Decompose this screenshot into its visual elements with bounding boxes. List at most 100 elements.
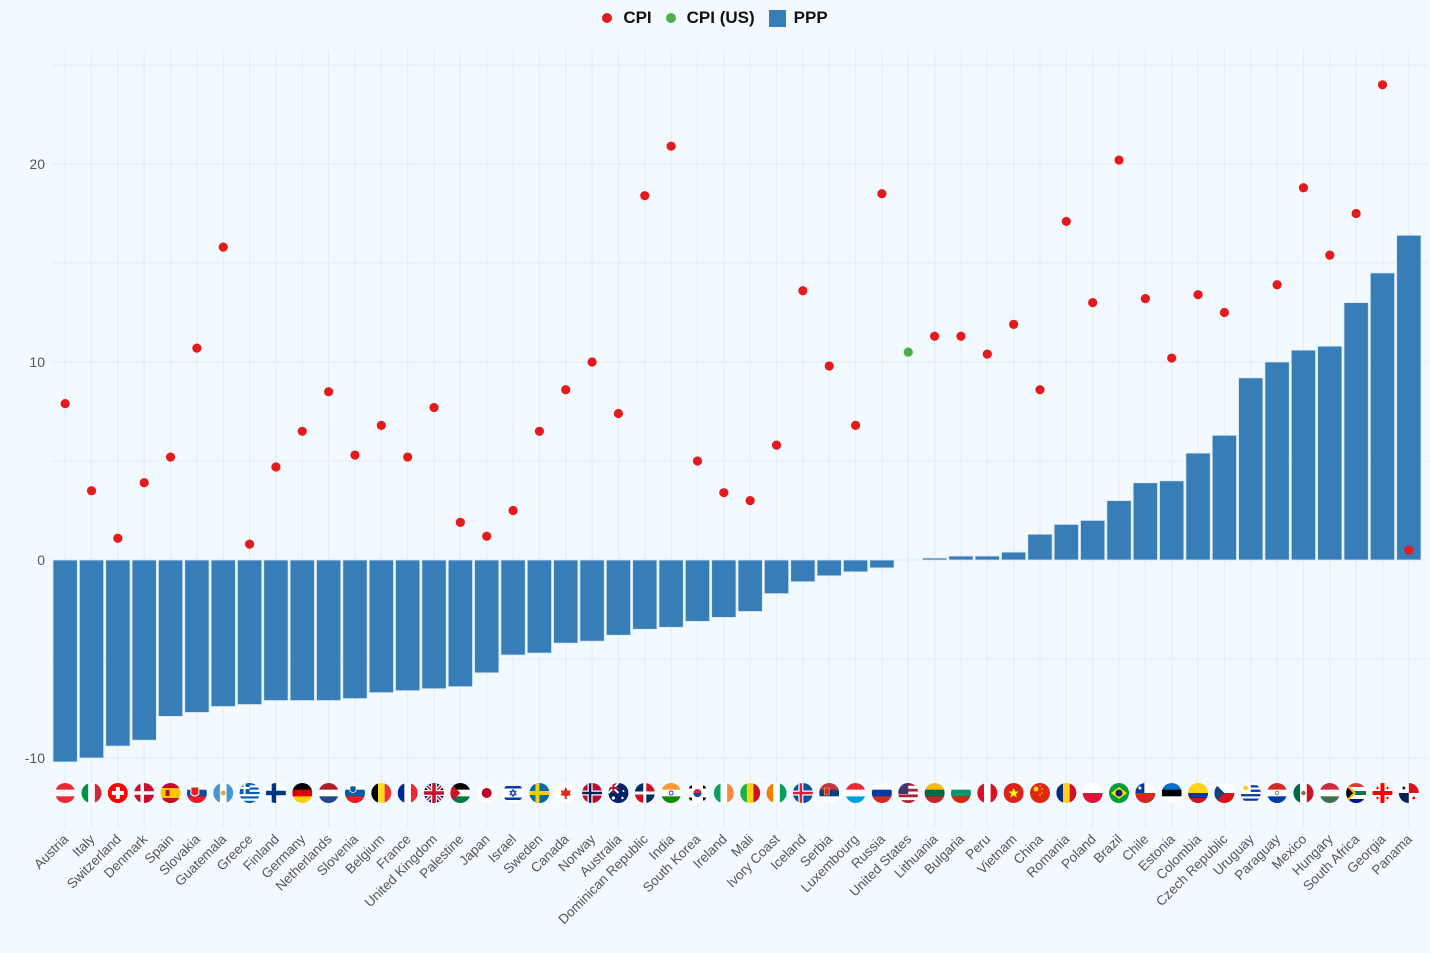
ppp-bar-germany[interactable] <box>289 559 315 701</box>
ppp-bar-panama[interactable] <box>1396 234 1422 561</box>
cpi-point-estonia[interactable] <box>1167 353 1177 363</box>
cpi-point-brazil[interactable] <box>1114 155 1124 165</box>
legend-item-ppp[interactable]: PPP <box>768 8 828 28</box>
ppp-bar-france[interactable] <box>395 559 421 692</box>
cpi-point-greece[interactable] <box>244 539 255 549</box>
cpi-point-china[interactable] <box>1035 385 1045 395</box>
ppp-bar-italy[interactable] <box>78 559 105 759</box>
ppp-bar-vietnam[interactable] <box>1001 551 1027 561</box>
ppp-bar-canada[interactable] <box>553 559 579 644</box>
cpi-point-slovenia[interactable] <box>350 450 360 460</box>
ppp-bar-guatemala[interactable] <box>210 559 236 707</box>
cpi-point-germany[interactable] <box>297 426 307 436</box>
cpi-point-romania[interactable] <box>1061 216 1071 227</box>
ppp-bar-luxembourg[interactable] <box>842 559 869 573</box>
ppp-bar-poland[interactable] <box>1080 520 1106 561</box>
cpi-point-mexico[interactable] <box>1298 183 1309 193</box>
ppp-bar-ireland[interactable] <box>711 559 737 618</box>
cpi-point-norway[interactable] <box>587 357 597 367</box>
cpi-point-sweden[interactable] <box>534 426 545 436</box>
cpi-point-serbia[interactable] <box>824 361 834 371</box>
ppp-bar-paraguay[interactable] <box>1264 361 1290 561</box>
ppp-bar-colombia[interactable] <box>1185 452 1211 561</box>
ppp-bar-switzerland[interactable] <box>105 559 131 747</box>
cpi-point-paraguay[interactable] <box>1272 280 1282 290</box>
cpi-point-chile[interactable] <box>1140 294 1150 304</box>
cpi-point-switzerland[interactable] <box>113 533 123 543</box>
cpi-point-spain[interactable] <box>165 452 176 462</box>
cpi-point-denmark[interactable] <box>139 478 149 488</box>
cpi-point-luxembourg[interactable] <box>850 420 861 430</box>
cpi-point-south-africa[interactable] <box>1351 208 1361 219</box>
cpi-point-palestine[interactable] <box>455 517 465 527</box>
cpi-point-russia[interactable] <box>877 189 887 199</box>
cpi-point-panama[interactable] <box>1404 545 1414 555</box>
ppp-bar-netherlands[interactable] <box>316 559 342 701</box>
ppp-bar-uruguay[interactable] <box>1238 377 1264 561</box>
ppp-bar-dominican-republic[interactable] <box>632 559 658 630</box>
ppp-bar-denmark[interactable] <box>131 559 157 741</box>
ppp-bar-spain[interactable] <box>157 559 184 717</box>
cpi-point-guatemala[interactable] <box>218 242 228 252</box>
cpi-point-australia[interactable] <box>613 408 624 419</box>
legend-item-cpi[interactable]: CPI <box>602 8 652 28</box>
ppp-bar-romania[interactable] <box>1053 523 1079 561</box>
ppp-bar-lithuania[interactable] <box>922 557 948 561</box>
ppp-bar-slovenia[interactable] <box>342 559 368 700</box>
cpi-us-point-united-states[interactable] <box>903 347 913 357</box>
ppp-bar-chile[interactable] <box>1132 482 1158 561</box>
ppp-bar-estonia[interactable] <box>1159 480 1185 561</box>
ppp-bar-czech-republic[interactable] <box>1211 434 1237 561</box>
cpi-point-georgia[interactable] <box>1377 80 1388 90</box>
cpi-point-ivory-coast[interactable] <box>771 440 782 450</box>
ppp-bar-slovakia[interactable] <box>184 559 210 713</box>
ppp-bar-iceland[interactable] <box>790 559 816 583</box>
cpi-point-hungary[interactable] <box>1325 250 1335 260</box>
cpi-point-peru[interactable] <box>982 349 992 359</box>
ppp-bar-belgium[interactable] <box>368 559 394 694</box>
ppp-bar-bulgaria[interactable] <box>948 555 974 561</box>
cpi-point-mali[interactable] <box>745 496 755 506</box>
ppp-bar-australia[interactable] <box>605 559 632 636</box>
cpi-point-czech-republic[interactable] <box>1219 307 1230 318</box>
cpi-point-netherlands[interactable] <box>324 387 334 397</box>
cpi-point-south-korea[interactable] <box>692 456 703 466</box>
ppp-bar-mali[interactable] <box>737 559 763 612</box>
cpi-point-slovakia[interactable] <box>192 343 202 353</box>
ppp-bar-norway[interactable] <box>579 559 605 642</box>
cpi-point-dominican-republic[interactable] <box>640 191 650 201</box>
cpi-point-finland[interactable] <box>271 462 281 472</box>
ppp-bar-india[interactable] <box>658 559 684 628</box>
ppp-bar-mexico[interactable] <box>1290 349 1317 561</box>
cpi-point-canada[interactable] <box>561 385 571 395</box>
ppp-bar-ivory-coast[interactable] <box>763 559 790 595</box>
ppp-bar-south-africa[interactable] <box>1343 302 1369 561</box>
cpi-point-japan[interactable] <box>482 531 492 541</box>
cpi-point-india[interactable] <box>666 141 676 151</box>
ppp-bar-russia[interactable] <box>869 559 895 569</box>
ppp-bar-austria[interactable] <box>52 559 78 763</box>
cpi-point-austria[interactable] <box>60 398 70 409</box>
ppp-bar-hungary[interactable] <box>1317 345 1343 561</box>
ppp-bar-china[interactable] <box>1027 533 1053 561</box>
cpi-point-ireland[interactable] <box>719 488 729 498</box>
ppp-bar-georgia[interactable] <box>1369 272 1396 561</box>
cpi-point-colombia[interactable] <box>1193 290 1203 300</box>
ppp-bar-south-korea[interactable] <box>684 559 711 622</box>
cpi-point-united-kingdom[interactable] <box>429 402 439 413</box>
ppp-bar-peru[interactable] <box>974 555 1000 561</box>
cpi-point-vietnam[interactable] <box>1009 319 1019 329</box>
ppp-bar-sweden[interactable] <box>526 559 552 654</box>
ppp-bar-brazil[interactable] <box>1106 500 1132 561</box>
cpi-point-bulgaria[interactable] <box>956 331 966 341</box>
cpi-point-israel[interactable] <box>508 505 518 516</box>
ppp-bar-israel[interactable] <box>500 559 526 656</box>
ppp-bar-serbia[interactable] <box>816 559 842 577</box>
ppp-bar-japan[interactable] <box>474 559 500 674</box>
cpi-point-poland[interactable] <box>1088 298 1098 308</box>
cpi-point-belgium[interactable] <box>376 420 386 430</box>
ppp-bar-palestine[interactable] <box>447 559 473 688</box>
cpi-point-iceland[interactable] <box>798 286 808 296</box>
ppp-bar-united-kingdom[interactable] <box>421 559 447 690</box>
cpi-point-france[interactable] <box>403 452 413 462</box>
